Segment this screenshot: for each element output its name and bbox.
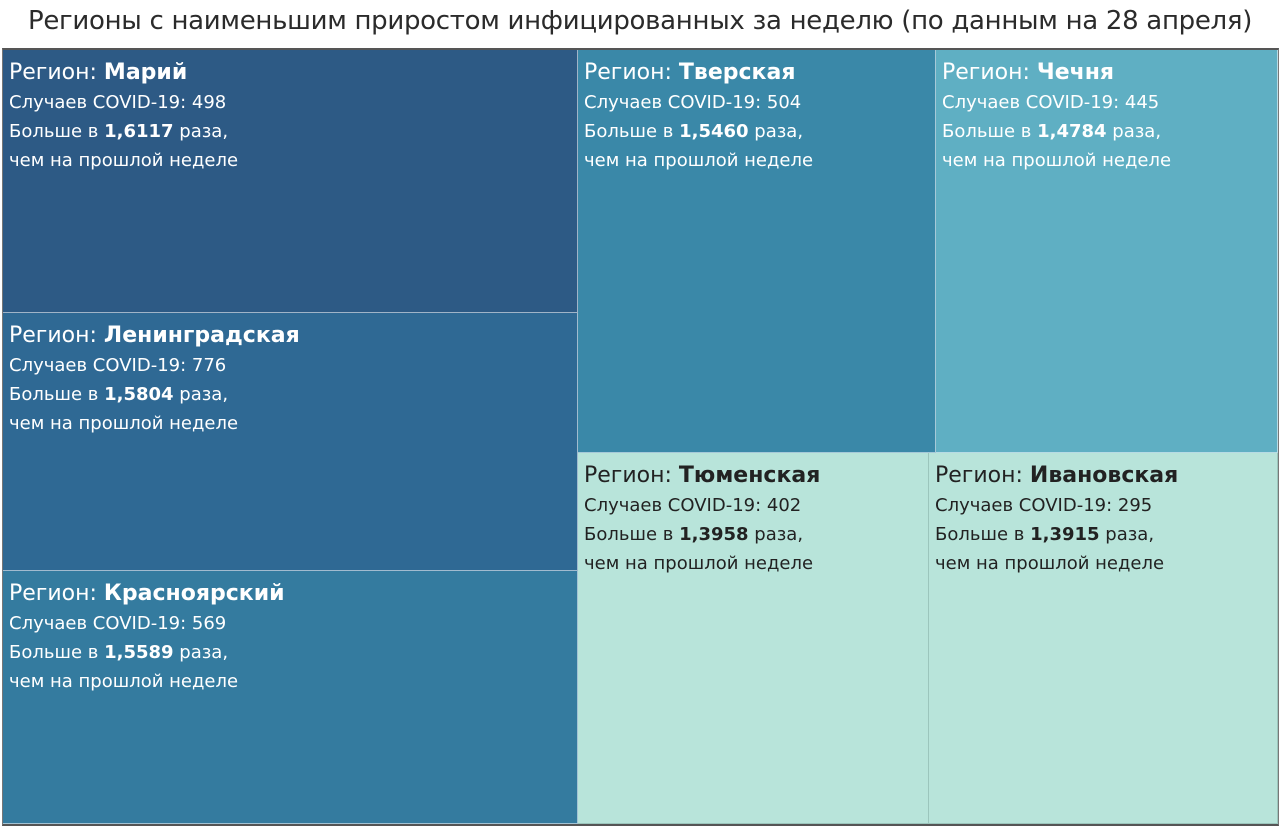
cases-value: 569 bbox=[191, 613, 227, 634]
tile-leningradskaya[interactable]: Регион: Ленинградская Случаев COVID-19: … bbox=[3, 313, 578, 571]
cases-value: 504 bbox=[766, 92, 802, 113]
region-prefix: Регион: bbox=[584, 60, 679, 85]
tile-lastweek-line: чем на прошлой неделе bbox=[935, 553, 1165, 574]
cases-prefix: Случаев COVID-19: bbox=[584, 495, 767, 516]
tile-cases-line: Случаев COVID-19: 445 bbox=[942, 88, 1171, 117]
cases-prefix: Случаев COVID-19: bbox=[9, 613, 192, 634]
tile-cases-line: Случаев COVID-19: 504 bbox=[584, 88, 813, 117]
ratio-value: 1,5589 bbox=[104, 642, 174, 663]
cases-prefix: Случаев COVID-19: bbox=[935, 495, 1118, 516]
ratio-suffix: раза, bbox=[173, 121, 229, 142]
tile-region-line: Регион: Тюменская bbox=[584, 461, 820, 491]
cases-prefix: Случаев COVID-19: bbox=[9, 92, 192, 113]
tile-region-line: Регион: Ивановская bbox=[935, 461, 1178, 491]
tile-cases-line: Случаев COVID-19: 402 bbox=[584, 491, 820, 520]
tile-ratio-line: Больше в 1,3958 раза, bbox=[584, 520, 820, 549]
ratio-value: 1,4784 bbox=[1037, 121, 1107, 142]
tile-region-line: Регион: Красноярский bbox=[9, 579, 285, 609]
cases-value: 776 bbox=[191, 355, 227, 376]
tile-ratio-line: Больше в 1,5589 раза, bbox=[9, 638, 285, 667]
cases-prefix: Случаев COVID-19: bbox=[9, 355, 192, 376]
region-prefix: Регион: bbox=[9, 581, 104, 606]
region-name: Тверская bbox=[678, 60, 796, 85]
ratio-value: 1,3915 bbox=[1030, 524, 1100, 545]
region-name: Тюменская bbox=[678, 463, 821, 488]
ratio-prefix: Больше в bbox=[9, 384, 105, 405]
ratio-prefix: Больше в bbox=[9, 121, 105, 142]
tile-region-line: Регион: Чечня bbox=[942, 58, 1171, 88]
tile-chechnya[interactable]: Регион: Чечня Случаев COVID-19: 445 Боль… bbox=[936, 50, 1278, 453]
tile-tverskaya[interactable]: Регион: Тверская Случаев COVID-19: 504 Б… bbox=[578, 50, 936, 453]
cases-prefix: Случаев COVID-19: bbox=[584, 92, 767, 113]
ratio-suffix: раза, bbox=[1106, 121, 1162, 142]
tile-krasnoyarskiy[interactable]: Регион: Красноярский Случаев COVID-19: 5… bbox=[3, 571, 578, 824]
ratio-prefix: Больше в bbox=[942, 121, 1038, 142]
region-name: Ленинградская bbox=[103, 323, 300, 348]
tile-cases-line: Случаев COVID-19: 776 bbox=[9, 351, 300, 380]
region-name: Марий bbox=[103, 60, 188, 85]
tile-lastweek-line: чем на прошлой неделе bbox=[584, 150, 814, 171]
tile-region-line: Регион: Ленинградская bbox=[9, 321, 300, 351]
tile-lastweek-line: чем на прошлой неделе bbox=[9, 413, 239, 434]
region-name: Ивановская bbox=[1029, 463, 1179, 488]
tile-region-line: Регион: Тверская bbox=[584, 58, 813, 88]
ratio-suffix: раза, bbox=[748, 121, 804, 142]
tile-ratio-line: Больше в 1,5804 раза, bbox=[9, 380, 300, 409]
cases-value: 295 bbox=[1117, 495, 1153, 516]
tile-lastweek-line: чем на прошлой неделе bbox=[942, 150, 1172, 171]
chart-title: Регионы с наименьшим приростом инфициров… bbox=[27, 6, 1253, 36]
region-name: Красноярский bbox=[103, 581, 285, 606]
tile-region-line: Регион: Марий bbox=[9, 58, 238, 88]
ratio-suffix: раза, bbox=[173, 384, 229, 405]
treemap-chart: Регион: Марий Случаев COVID-19: 498 Боль… bbox=[2, 48, 1279, 826]
tile-mariy[interactable]: Регион: Марий Случаев COVID-19: 498 Боль… bbox=[3, 50, 578, 313]
tile-ratio-line: Больше в 1,3915 раза, bbox=[935, 520, 1178, 549]
ratio-value: 1,6117 bbox=[104, 121, 174, 142]
tile-lastweek-line: чем на прошлой неделе bbox=[9, 150, 239, 171]
tile-ratio-line: Больше в 1,6117 раза, bbox=[9, 117, 238, 146]
region-prefix: Регион: bbox=[942, 60, 1037, 85]
cases-value: 402 bbox=[766, 495, 802, 516]
ratio-prefix: Больше в bbox=[584, 524, 680, 545]
ratio-suffix: раза, bbox=[173, 642, 229, 663]
region-name: Чечня bbox=[1036, 60, 1115, 85]
cases-value: 445 bbox=[1124, 92, 1160, 113]
ratio-value: 1,3958 bbox=[679, 524, 749, 545]
tile-cases-line: Случаев COVID-19: 295 bbox=[935, 491, 1178, 520]
region-prefix: Регион: bbox=[584, 463, 679, 488]
ratio-prefix: Больше в bbox=[9, 642, 105, 663]
region-prefix: Регион: bbox=[9, 60, 104, 85]
ratio-value: 1,5804 bbox=[104, 384, 174, 405]
ratio-suffix: раза, bbox=[1099, 524, 1155, 545]
ratio-prefix: Больше в bbox=[935, 524, 1031, 545]
tile-cases-line: Случаев COVID-19: 569 bbox=[9, 609, 285, 638]
tile-tyumenskaya[interactable]: Регион: Тюменская Случаев COVID-19: 402 … bbox=[578, 453, 929, 824]
cases-prefix: Случаев COVID-19: bbox=[942, 92, 1125, 113]
tile-lastweek-line: чем на прошлой неделе bbox=[584, 553, 814, 574]
ratio-prefix: Больше в bbox=[584, 121, 680, 142]
ratio-suffix: раза, bbox=[748, 524, 804, 545]
tile-lastweek-line: чем на прошлой неделе bbox=[9, 671, 239, 692]
region-prefix: Регион: bbox=[935, 463, 1030, 488]
region-prefix: Регион: bbox=[9, 323, 104, 348]
ratio-value: 1,5460 bbox=[679, 121, 749, 142]
tile-ratio-line: Больше в 1,5460 раза, bbox=[584, 117, 813, 146]
tile-ivanovskaya[interactable]: Регион: Ивановская Случаев COVID-19: 295… bbox=[929, 453, 1278, 824]
tile-ratio-line: Больше в 1,4784 раза, bbox=[942, 117, 1171, 146]
cases-value: 498 bbox=[191, 92, 227, 113]
tile-cases-line: Случаев COVID-19: 498 bbox=[9, 88, 238, 117]
